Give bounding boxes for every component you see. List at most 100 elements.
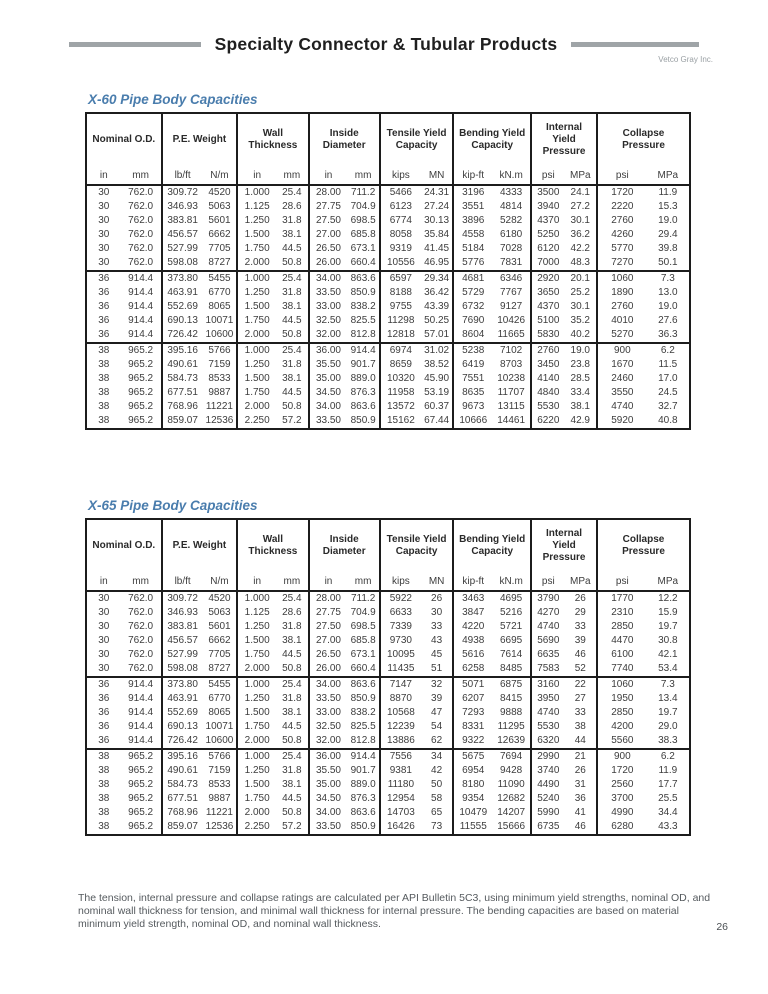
cell: 4695 — [500, 593, 523, 604]
cell: 914.4 — [128, 315, 154, 326]
column-unit-header: lb/ft — [160, 166, 203, 185]
cell: 690.13 — [160, 314, 203, 328]
cell: 6123 — [378, 200, 421, 214]
cell: 8058 — [378, 228, 421, 242]
table-row: 36 914.4 726.42 10600 2.000 50.8 32.00 812.8 138… — [86, 734, 690, 749]
cell: 30.8 — [658, 635, 678, 646]
cell: 5063 — [208, 201, 231, 212]
cell: 38 — [98, 779, 110, 790]
table-row: 38 965.2 490.61 7159 1.250 31.8 35.50 901.7 8659… — [86, 358, 690, 372]
cell: 33.4 — [570, 387, 590, 398]
cell: 38.1 — [282, 635, 302, 646]
cell: 36.42 — [424, 287, 450, 298]
cell: 1.750 — [236, 314, 277, 328]
cell: 30 — [98, 649, 110, 660]
cell: 965.2 — [128, 807, 154, 818]
cell: 36.3 — [658, 329, 678, 340]
cell: 698.5 — [350, 215, 376, 226]
cell: 527.99 — [160, 648, 203, 662]
cell: 30 — [98, 201, 110, 212]
cell: 1.500 — [236, 778, 277, 792]
cell: 28.00 — [307, 591, 348, 606]
cell: 10556 — [378, 256, 421, 271]
cell: 34.4 — [658, 807, 678, 818]
cell: 58 — [431, 793, 443, 804]
cell: 25.4 — [282, 273, 302, 284]
cell: 60.37 — [424, 401, 450, 412]
cell: 2.000 — [236, 806, 277, 820]
cell: 6774 — [378, 214, 421, 228]
cell: 4270 — [530, 606, 565, 620]
cell: 29.0 — [658, 721, 678, 732]
cell: 11295 — [497, 721, 525, 732]
cell: 1.250 — [236, 286, 277, 300]
cell: 5675 — [452, 749, 493, 764]
cell: 5770 — [595, 242, 647, 256]
cell: 7102 — [500, 345, 523, 356]
cell: 7.3 — [660, 679, 675, 690]
cell: 17.7 — [658, 779, 678, 790]
cell: 3450 — [530, 358, 565, 372]
cell: 15162 — [378, 414, 421, 429]
cell: 3896 — [452, 214, 493, 228]
cell: 1060 — [595, 677, 647, 692]
column-unit-header: psi — [530, 572, 565, 591]
cell: 859.07 — [160, 820, 203, 835]
cell: 812.8 — [350, 735, 376, 746]
cell: 704.9 — [350, 607, 376, 618]
cell: 914.4 — [128, 721, 154, 732]
cell: 30.1 — [570, 215, 590, 226]
cell: 38.1 — [570, 401, 590, 412]
cell: 711.2 — [350, 593, 376, 604]
cell: 27.00 — [307, 634, 348, 648]
column-unit-header: mm — [132, 169, 149, 181]
cell: 46 — [574, 821, 586, 832]
cell: 33.50 — [307, 414, 348, 429]
cell: 685.8 — [350, 229, 376, 240]
cell: 914.4 — [128, 735, 154, 746]
cell: 5990 — [530, 806, 565, 820]
cell: 7694 — [500, 751, 523, 762]
cell: 11435 — [378, 662, 421, 677]
cell: 25.4 — [282, 593, 302, 604]
cell: 1950 — [595, 692, 647, 706]
cell: 39 — [431, 693, 443, 704]
cell: 584.73 — [160, 778, 203, 792]
cell: 3463 — [452, 591, 493, 606]
cell: 859.07 — [160, 414, 203, 429]
cell: 8533 — [208, 779, 231, 790]
cell: 10095 — [378, 648, 421, 662]
cell: 11221 — [205, 401, 233, 412]
cell: 6120 — [530, 242, 565, 256]
cell: 1.125 — [236, 200, 277, 214]
cell: 850.9 — [350, 693, 376, 704]
cell: 965.2 — [128, 793, 154, 804]
cell: 11707 — [497, 387, 525, 398]
cell: 9730 — [378, 634, 421, 648]
cell: 32.00 — [307, 734, 348, 749]
header-rule-left — [68, 42, 201, 47]
cell: 914.4 — [128, 693, 154, 704]
cell: 965.2 — [128, 387, 154, 398]
cell: 31 — [574, 779, 586, 790]
cell: 36 — [98, 301, 110, 312]
cell: 38 — [98, 793, 110, 804]
cell: 52 — [574, 663, 586, 674]
column-unit-header: in — [99, 169, 108, 181]
cell: 10238 — [497, 373, 526, 384]
cell: 36 — [98, 679, 110, 690]
column-unit-header: in — [236, 572, 277, 591]
x60-table-title: X-60 Pipe Body Capacities — [88, 92, 258, 107]
cell: 13572 — [378, 400, 421, 414]
cell: 30 — [98, 607, 110, 618]
cell: 9887 — [208, 793, 231, 804]
cell: 4140 — [530, 372, 565, 386]
cell: 25.2 — [570, 287, 590, 298]
cell: 965.2 — [128, 415, 154, 426]
cell: 28.5 — [570, 373, 590, 384]
cell: 8533 — [208, 373, 231, 384]
cell: 31.8 — [282, 765, 302, 776]
cell: 11090 — [497, 779, 525, 790]
cell: 12818 — [378, 328, 421, 343]
cell: 5601 — [208, 621, 231, 632]
